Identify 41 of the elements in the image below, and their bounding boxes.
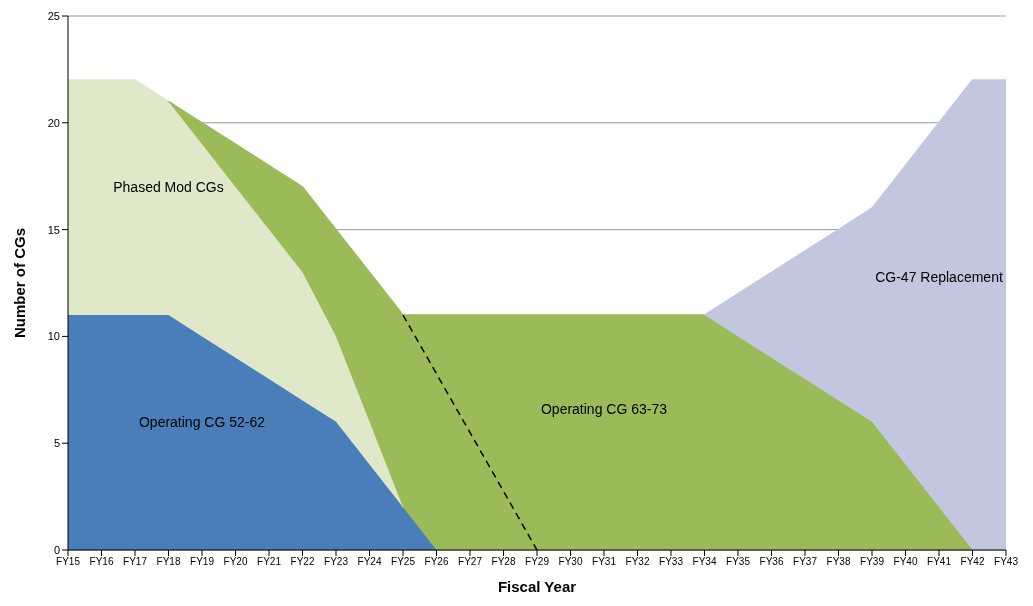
x-tick-label: FY37 (793, 556, 818, 568)
x-tick-label: FY42 (960, 556, 985, 568)
x-tick-label: FY31 (592, 556, 617, 568)
series-label: Phased Mod CGs (113, 178, 224, 195)
x-tick-label: FY19 (190, 556, 215, 568)
x-tick-label: FY35 (726, 556, 751, 568)
x-tick-label: FY39 (860, 556, 885, 568)
y-tick-label: 20 (47, 116, 60, 129)
x-tick-label: FY36 (759, 556, 784, 568)
x-axis-title: Fiscal Year (497, 578, 577, 595)
y-axis-title: Number of CGs (11, 227, 29, 339)
x-tick-label: FY15 (56, 556, 81, 568)
x-tick-label: FY21 (257, 556, 282, 568)
x-tick-label: FY23 (324, 556, 349, 568)
x-tick-label: FY41 (927, 556, 952, 568)
x-tick-label: FY22 (290, 556, 315, 568)
x-tick-label: FY38 (826, 556, 851, 568)
x-tick-label: FY34 (692, 556, 717, 568)
x-tick-label: FY43 (994, 556, 1019, 568)
x-tick-label: FY18 (156, 556, 181, 568)
y-tick-label: 10 (47, 330, 60, 343)
x-tick-label: FY29 (525, 556, 550, 568)
x-tick-label: FY17 (123, 556, 148, 568)
y-tick-label: 5 (53, 437, 60, 450)
x-tick-label: FY25 (391, 556, 416, 568)
y-tick-label: 25 (47, 9, 60, 22)
x-tick-label: FY33 (659, 556, 684, 568)
x-tick-label: FY24 (357, 556, 382, 568)
x-tick-label: FY27 (458, 556, 483, 568)
y-tick-label: 0 (53, 543, 60, 556)
series-label: CG-47 Replacement (875, 268, 1003, 285)
x-tick-label: FY16 (89, 556, 114, 568)
series-label: Operating CG 63-73 (540, 400, 668, 417)
x-tick-label: FY40 (893, 556, 918, 568)
series-label: Operating CG 52-62 (138, 413, 266, 430)
y-tick-label: 15 (47, 223, 60, 236)
x-tick-label: FY20 (223, 556, 248, 568)
x-tick-label: FY30 (558, 556, 583, 568)
x-tick-label: FY32 (625, 556, 650, 568)
x-tick-label: FY28 (491, 556, 516, 568)
x-tick-label: FY26 (424, 556, 449, 568)
